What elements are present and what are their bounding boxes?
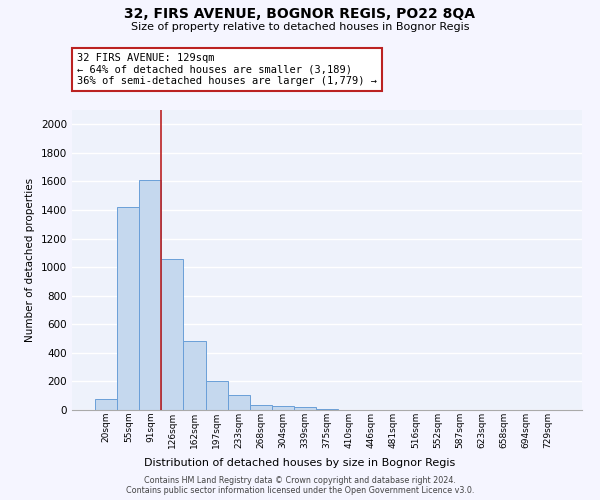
Bar <box>117 207 139 410</box>
Y-axis label: Number of detached properties: Number of detached properties <box>25 178 35 342</box>
Bar <box>294 408 316 410</box>
Bar <box>95 398 117 410</box>
Text: 32 FIRS AVENUE: 129sqm
← 64% of detached houses are smaller (3,189)
36% of semi-: 32 FIRS AVENUE: 129sqm ← 64% of detached… <box>77 53 377 86</box>
Text: Distribution of detached houses by size in Bognor Regis: Distribution of detached houses by size … <box>145 458 455 468</box>
Bar <box>316 408 338 410</box>
Bar <box>227 394 250 410</box>
Text: Size of property relative to detached houses in Bognor Regis: Size of property relative to detached ho… <box>131 22 469 32</box>
Bar <box>272 406 294 410</box>
Bar <box>139 180 161 410</box>
Bar <box>184 342 206 410</box>
Text: 32, FIRS AVENUE, BOGNOR REGIS, PO22 8QA: 32, FIRS AVENUE, BOGNOR REGIS, PO22 8QA <box>125 8 476 22</box>
Bar <box>206 382 227 410</box>
Text: Contains HM Land Registry data © Crown copyright and database right 2024.
Contai: Contains HM Land Registry data © Crown c… <box>126 476 474 495</box>
Bar <box>161 260 184 410</box>
Bar <box>250 405 272 410</box>
